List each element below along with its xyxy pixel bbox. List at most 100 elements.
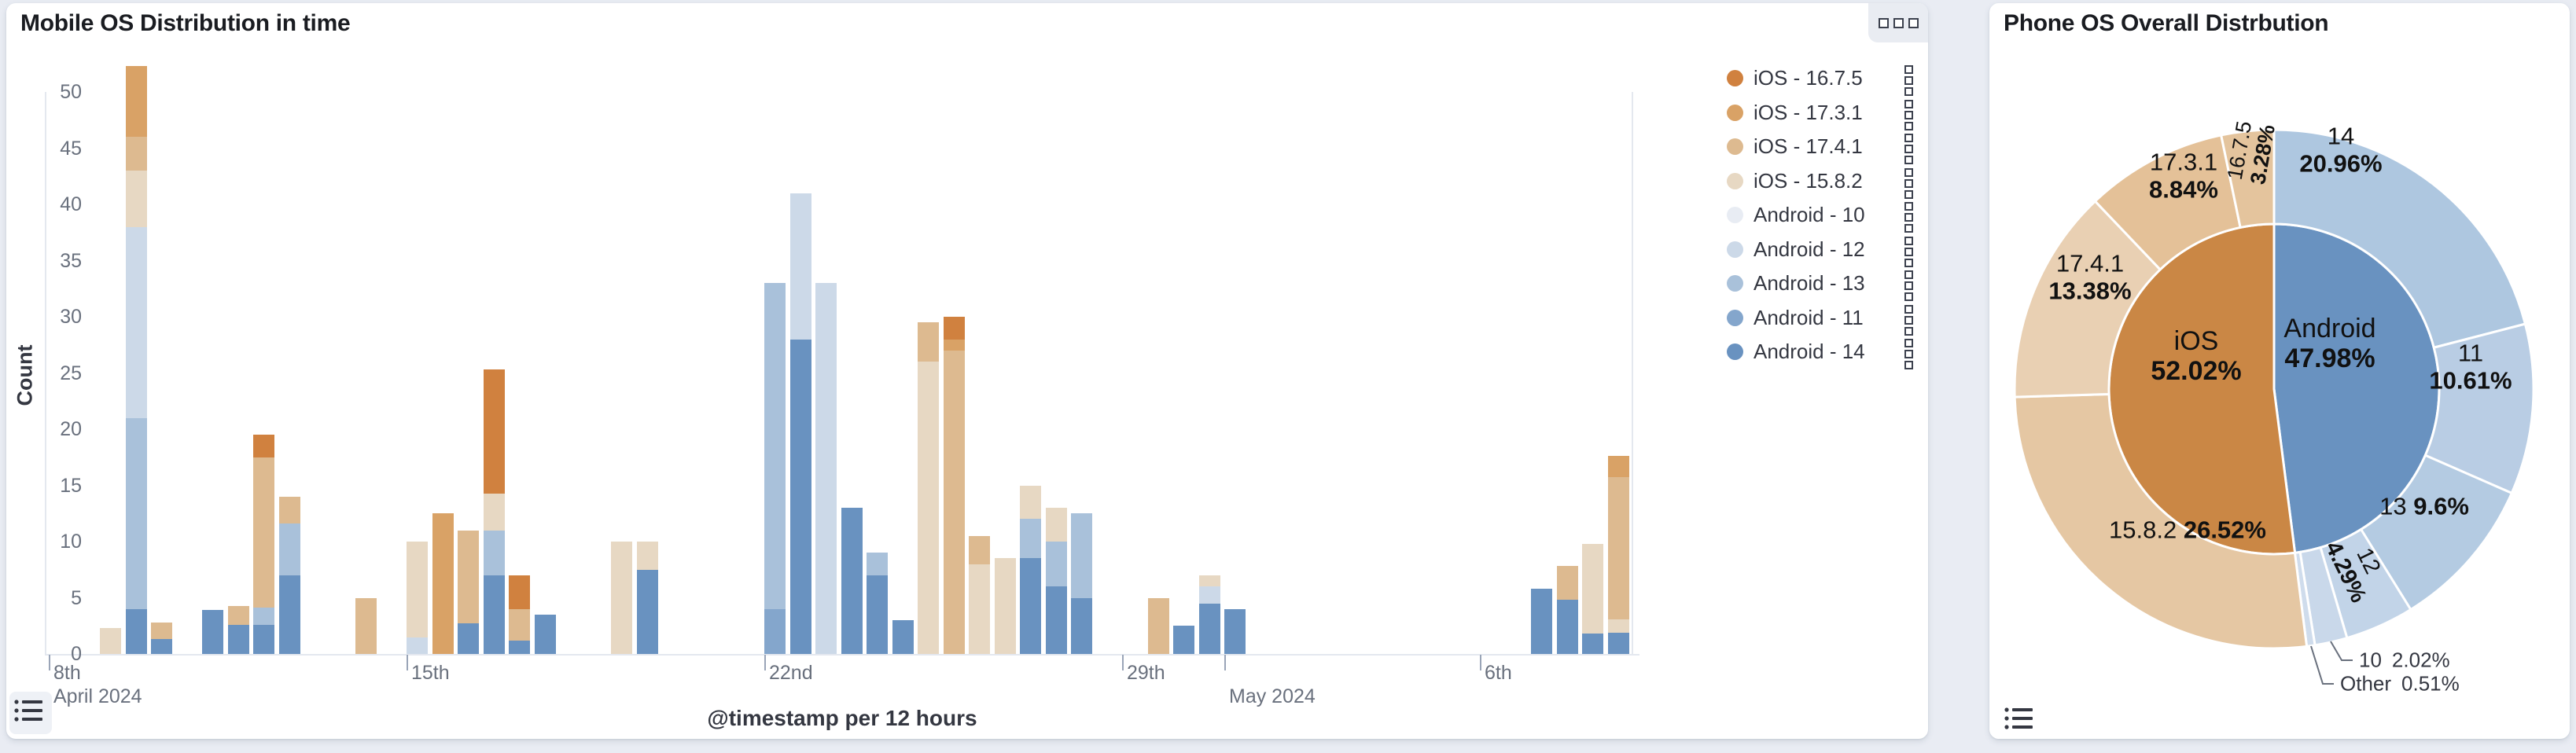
bar-segment[interactable] — [534, 614, 556, 654]
bar-segment[interactable] — [636, 569, 658, 654]
bar-segment[interactable] — [253, 624, 274, 654]
bar-segment[interactable] — [969, 535, 990, 564]
panel-options-button[interactable] — [1868, 3, 1928, 42]
legend-item[interactable]: Android - 13 — [1725, 270, 1926, 301]
pie-slice-16.7.5[interactable] — [2220, 128, 2276, 229]
bar-segment[interactable] — [1020, 519, 1041, 559]
legend-item-menu-icon[interactable] — [1904, 167, 1915, 199]
legend-item-menu-icon[interactable] — [1904, 202, 1915, 233]
bar-segment[interactable] — [125, 66, 147, 138]
bar-segment[interactable] — [483, 369, 505, 494]
bar-segment[interactable] — [1198, 603, 1220, 654]
legend-item[interactable]: Android - 11 — [1725, 304, 1926, 336]
bar-segment[interactable] — [815, 283, 837, 654]
bar-segment[interactable] — [509, 640, 530, 654]
bar-segment[interactable] — [1607, 477, 1629, 619]
bar-segment[interactable] — [227, 624, 249, 654]
legend-item-menu-icon[interactable] — [1904, 134, 1915, 164]
legend-item-menu-icon[interactable] — [1904, 236, 1915, 267]
bar-segment[interactable] — [943, 317, 965, 340]
bar-segment[interactable] — [253, 457, 274, 608]
bar-segment[interactable] — [1147, 597, 1169, 654]
bar-segment[interactable] — [867, 553, 888, 575]
bar-segment[interactable] — [943, 339, 965, 351]
bar-segment[interactable] — [1045, 508, 1067, 542]
bar-segment[interactable] — [1020, 485, 1041, 520]
bar-segment[interactable] — [1198, 575, 1220, 587]
bar-segment[interactable] — [611, 542, 632, 654]
legend-item[interactable]: iOS - 17.3.1 — [1725, 99, 1926, 130]
legend-item[interactable]: iOS - 15.8.2 — [1725, 167, 1926, 199]
bar-segment[interactable] — [1607, 456, 1629, 478]
bar-segment[interactable] — [1045, 586, 1067, 654]
legend-item[interactable]: Android - 10 — [1725, 201, 1926, 233]
bar-segment[interactable] — [278, 575, 300, 654]
legend-item[interactable]: iOS - 17.4.1 — [1725, 133, 1926, 164]
bar-segment[interactable] — [458, 530, 479, 624]
legend-toggle-button[interactable] — [2004, 704, 2038, 739]
bar-segment[interactable] — [458, 623, 479, 654]
bar-segment[interactable] — [125, 608, 147, 654]
bar-segment[interactable] — [636, 542, 658, 570]
bar-segment[interactable] — [764, 608, 786, 654]
legend-item-menu-icon[interactable] — [1904, 270, 1915, 301]
bar-segment[interactable] — [278, 523, 300, 575]
bar-segment[interactable] — [253, 435, 274, 457]
legend-item[interactable]: Android - 12 — [1725, 236, 1926, 267]
bar-segment[interactable] — [1071, 513, 1092, 598]
bar-segment[interactable] — [227, 605, 249, 625]
bar-segment[interactable] — [151, 639, 172, 654]
bar-segment[interactable] — [918, 362, 939, 654]
bar-segment[interactable] — [764, 283, 786, 609]
bar-segment[interactable] — [125, 171, 147, 227]
bar-segment[interactable] — [355, 597, 377, 654]
bar-segment[interactable] — [994, 558, 1016, 654]
bar-segment[interactable] — [1556, 566, 1578, 601]
bar-segment[interactable] — [125, 137, 147, 171]
legend-item-menu-icon[interactable] — [1904, 65, 1915, 96]
bar-segment[interactable] — [151, 622, 172, 640]
legend-item-menu-icon[interactable] — [1904, 99, 1915, 130]
bar-segment[interactable] — [483, 493, 505, 531]
bar-segment[interactable] — [407, 542, 428, 637]
bar-segment[interactable] — [1607, 632, 1629, 654]
bar-segment[interactable] — [483, 530, 505, 575]
bar-segment[interactable] — [253, 608, 274, 625]
bar-segment[interactable] — [1556, 600, 1578, 654]
bar-segment[interactable] — [969, 564, 990, 654]
legend-item-menu-icon[interactable] — [1904, 339, 1915, 369]
bar-segment[interactable] — [1020, 558, 1041, 654]
bar-segment[interactable] — [1198, 586, 1220, 604]
pie-slice-14[interactable] — [2272, 128, 2526, 349]
bar-segment[interactable] — [100, 628, 121, 654]
bar-segment[interactable] — [202, 610, 223, 654]
bar-segment[interactable] — [407, 637, 428, 654]
pie-slice-15.8.2[interactable] — [2013, 392, 2309, 650]
bar-segment[interactable] — [1173, 626, 1194, 654]
legend-item[interactable]: iOS - 16.7.5 — [1725, 64, 1926, 96]
legend-toggle-button[interactable] — [13, 696, 48, 731]
bar-segment[interactable] — [789, 339, 811, 654]
bar-segment[interactable] — [1582, 543, 1603, 634]
bar-segment[interactable] — [125, 226, 147, 418]
bar-segment[interactable] — [1607, 619, 1629, 633]
bar-segment[interactable] — [1582, 634, 1603, 654]
bar-segment[interactable] — [841, 508, 863, 654]
bar-segment[interactable] — [483, 575, 505, 654]
bar-segment[interactable] — [1071, 597, 1092, 654]
bar-segment[interactable] — [867, 575, 888, 654]
legend-item-menu-icon[interactable] — [1904, 304, 1915, 336]
bar-segment[interactable] — [278, 496, 300, 524]
bar-segment[interactable] — [1224, 608, 1246, 654]
bar-segment[interactable] — [509, 575, 530, 609]
bar-segment[interactable] — [509, 608, 530, 641]
bar-segment[interactable] — [125, 417, 147, 609]
bar-segment[interactable] — [943, 350, 965, 654]
bar-segment[interactable] — [1531, 589, 1552, 654]
bar-segment[interactable] — [1045, 542, 1067, 587]
bar-segment[interactable] — [432, 513, 454, 654]
bar-segment[interactable] — [918, 322, 939, 362]
legend-item[interactable]: Android - 14 — [1725, 338, 1926, 369]
bar-segment[interactable] — [789, 193, 811, 340]
bar-segment[interactable] — [892, 620, 914, 654]
